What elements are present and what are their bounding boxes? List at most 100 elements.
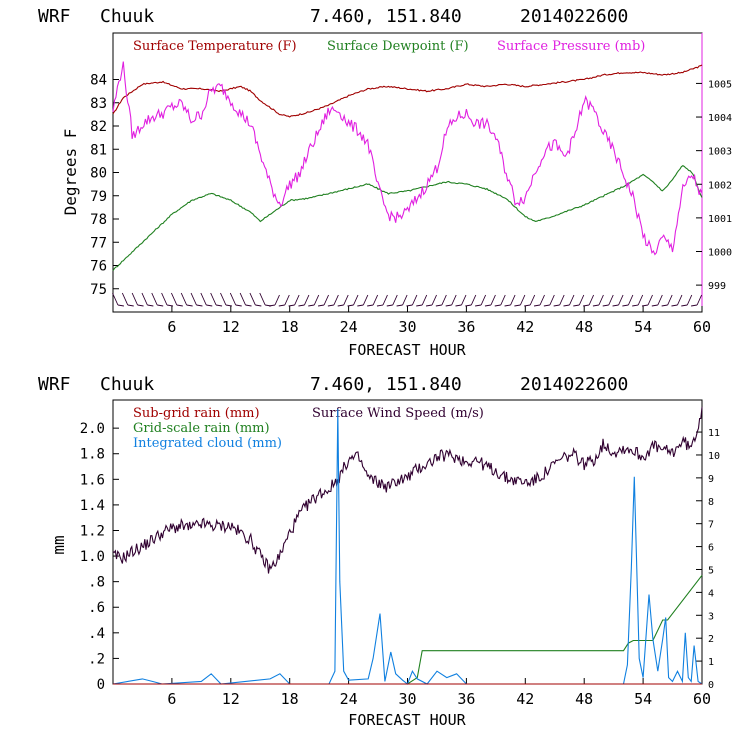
wind-barb <box>112 292 119 306</box>
wind-barb <box>220 292 227 306</box>
wind-barb-flag <box>416 304 423 307</box>
panel2-ytick-label: 1.2 <box>80 523 105 539</box>
wind-barb <box>402 294 408 306</box>
panel2-xtick-label: 6 <box>167 690 176 708</box>
panel1-xtick-label: 24 <box>340 318 358 336</box>
wind-barb <box>647 294 653 306</box>
legend-gridscale-rain: Grid-scale rain (mm) <box>133 421 270 436</box>
wind-barb <box>131 292 138 306</box>
wind-barb-flag <box>425 304 433 307</box>
panel1-y2tick-label: 1002 <box>708 180 732 191</box>
panel2-ytick-label: .2 <box>88 651 105 667</box>
wind-barb <box>343 294 349 306</box>
panel1-xtick-label: 18 <box>281 318 299 336</box>
panel2-ylabel: mm <box>49 535 68 554</box>
wind-barb-flag <box>573 304 580 307</box>
panel2-xlabel: FORECAST HOUR <box>348 711 466 729</box>
panel1-model-label: WRF <box>38 6 71 27</box>
wind-barb <box>490 294 496 306</box>
wind-barb-flag <box>376 304 384 307</box>
panel1-ytick-label: 83 <box>90 96 107 112</box>
panel2-y2tick-label: 11 <box>708 428 720 439</box>
wind-barb-flag <box>317 304 325 307</box>
wind-barb <box>294 294 300 306</box>
wind-barb-flag <box>216 304 223 307</box>
wind-barb <box>588 294 595 306</box>
panel2-ytick-label: .8 <box>88 575 105 591</box>
wind-barb <box>274 294 280 306</box>
wind-barb-flag <box>176 304 183 307</box>
wind-speed-line <box>112 406 703 574</box>
wind-barb-flag <box>504 304 511 307</box>
panel2-xtick-label: 42 <box>516 690 534 708</box>
panel1-frame <box>112 32 703 313</box>
wind-barb-flag <box>592 304 599 307</box>
wind-barb-flag <box>543 304 550 307</box>
wind-barb-flag <box>641 304 649 307</box>
wind-barb <box>578 294 585 306</box>
panel1-xtick-label: 36 <box>457 318 475 336</box>
wind-barb <box>151 292 158 306</box>
wind-barb-flag <box>524 304 531 307</box>
legend-temperature: Surface Temperature (F) <box>133 39 297 54</box>
dewpoint-line <box>112 165 703 271</box>
panel1-xtick-label: 6 <box>167 318 176 336</box>
panel1-ytick-label: 81 <box>90 142 107 158</box>
wind-barb <box>353 294 359 306</box>
wind-barb-flag <box>406 304 413 307</box>
wind-barb <box>510 294 516 306</box>
wind-barb-flag <box>386 304 393 307</box>
wind-barb <box>200 292 207 306</box>
wind-barb-flag <box>367 304 374 307</box>
panel2-y2tick-label: 5 <box>708 565 714 576</box>
panel2-y2tick-label: 9 <box>708 474 714 485</box>
panel2-y2tick-label: 10 <box>708 451 720 462</box>
wind-barb-flag <box>268 304 276 307</box>
panel1-series <box>112 61 703 271</box>
wind-barb-flag <box>308 304 315 307</box>
wind-barb <box>161 292 168 306</box>
wind-barb <box>249 292 256 306</box>
wind-barb <box>229 292 237 306</box>
wind-barb-flag <box>475 304 482 307</box>
wind-barb <box>500 294 506 306</box>
integrated-cloud-line <box>112 408 703 685</box>
panel1-run-label: 2014022600 <box>520 6 628 27</box>
panel1-xtick-label: 12 <box>222 318 240 336</box>
wind-barb <box>470 294 477 306</box>
wind-barb-flag <box>553 304 560 307</box>
wind-barb-flag <box>127 304 134 307</box>
wind-barb <box>529 294 536 306</box>
panel2-series <box>112 406 703 685</box>
wind-barb-flag <box>602 304 609 307</box>
wind-barb-flag <box>533 304 541 307</box>
wind-barb <box>559 294 565 306</box>
panel1-coords-label: 7.460, 151.840 <box>310 6 462 27</box>
panel1-xtick-label: 60 <box>693 318 711 336</box>
wind-barb <box>180 292 188 306</box>
panel2-xtick-label: 12 <box>222 690 240 708</box>
panel2-y2tick-label: 8 <box>708 497 714 508</box>
wind-barb-flag <box>465 304 472 307</box>
panel1-xtick-label: 54 <box>634 318 652 336</box>
panel1-ytick-label: 82 <box>90 119 107 135</box>
wind-barb <box>618 294 624 306</box>
panel1-y2tick-label: 1004 <box>708 113 732 124</box>
wind-barb-flag <box>337 304 344 307</box>
wind-barb-flag <box>651 304 658 307</box>
wind-barb-flag <box>494 304 501 307</box>
wind-barb <box>411 294 418 306</box>
legend-wind-speed: Surface Wind Speed (m/s) <box>312 406 484 421</box>
panel1-y2tick-label: 999 <box>708 281 726 292</box>
panel2-xtick-label: 18 <box>281 690 299 708</box>
wind-barb-flag <box>563 304 570 307</box>
wind-barb-flag <box>484 304 492 307</box>
wind-barb-flag <box>186 304 193 307</box>
wind-barb-flag <box>396 304 403 307</box>
wind-barb <box>441 294 447 306</box>
wind-barb-flag <box>278 304 285 307</box>
pressure-line <box>112 61 703 256</box>
wind-barb <box>549 294 555 306</box>
wind-barb <box>190 292 197 306</box>
wind-barb-flag <box>622 304 629 307</box>
